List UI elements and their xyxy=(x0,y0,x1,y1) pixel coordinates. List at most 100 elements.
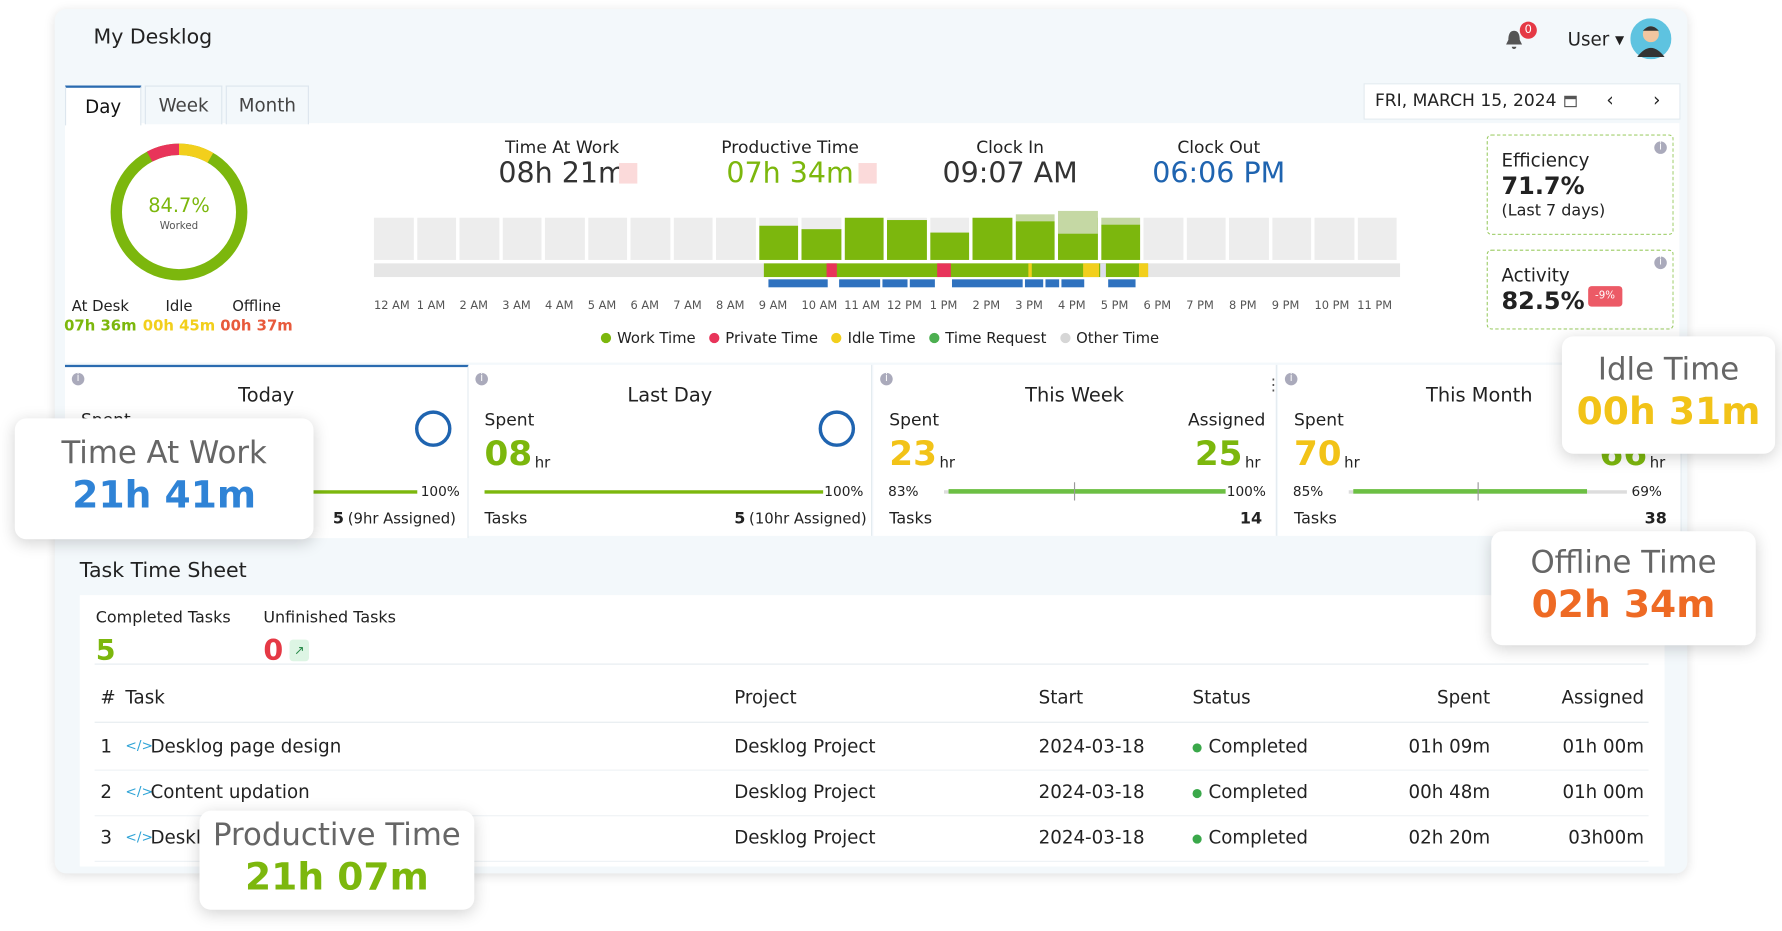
trend-down xyxy=(858,163,877,184)
spent-value: 08 xyxy=(484,434,533,475)
cell: 2 xyxy=(100,780,112,803)
date-text: FRI, MARCH 15, 2024 xyxy=(1374,90,1557,111)
legend-item[interactable]: Time Request xyxy=(929,331,1046,348)
percent-right: 69% xyxy=(1631,483,1662,500)
hour-column xyxy=(1229,217,1269,260)
status-dot xyxy=(1192,788,1202,799)
notification-badge: 0 xyxy=(1519,21,1537,39)
work-bar xyxy=(886,220,927,260)
stat-overlay xyxy=(199,810,475,910)
row-divider xyxy=(94,815,1649,817)
hour-label: 8 AM xyxy=(715,299,745,313)
request-segment xyxy=(951,279,1023,288)
metric-label: Clock In xyxy=(976,136,1045,158)
activity-box: i Activity 82.5% -9% xyxy=(1486,249,1674,330)
stat-card xyxy=(873,364,1277,536)
work-bar xyxy=(929,232,970,260)
hour-label: 6 PM xyxy=(1143,299,1172,313)
tab[interactable]: Month xyxy=(225,85,309,125)
cell: 01h 00m xyxy=(1562,735,1645,758)
legend-label: Time Request xyxy=(945,330,1047,348)
hour-column xyxy=(630,217,670,260)
hour-column xyxy=(1271,217,1312,260)
percent-right: 100% xyxy=(1226,483,1266,500)
legend-item[interactable]: Private Time xyxy=(709,331,818,348)
hour-label: 10 PM xyxy=(1314,299,1350,313)
hour-column xyxy=(1314,217,1354,260)
stat-value: 00h 37m xyxy=(220,318,293,336)
legend-item[interactable]: Other Time xyxy=(1060,331,1159,348)
strip-segment xyxy=(1100,263,1106,278)
stat-label: At Desk xyxy=(71,298,129,316)
overlay-value: 02h 34m xyxy=(1531,581,1716,626)
legend-label: Idle Time xyxy=(847,330,916,348)
timer-icon xyxy=(818,410,856,447)
legend-dot xyxy=(929,332,940,344)
legend-item[interactable]: Idle Time xyxy=(831,330,916,348)
hour-column xyxy=(1143,217,1183,260)
metric-label: Time At Work xyxy=(504,136,620,158)
info-icon[interactable]: i xyxy=(880,372,893,386)
code-icon: </> xyxy=(125,828,153,845)
hour-label: 9 PM xyxy=(1271,299,1300,313)
cell: 1 xyxy=(100,735,112,758)
hour-label: 2 PM xyxy=(972,299,1001,313)
user-name: User xyxy=(1567,28,1610,51)
strip-segment xyxy=(937,263,951,278)
menu-dots[interactable]: ⋮ xyxy=(1265,376,1282,395)
code-icon: </> xyxy=(125,737,153,754)
tasks-count: 5 xyxy=(332,509,345,528)
info-icon[interactable]: i xyxy=(1654,256,1667,270)
spent-unit: hr xyxy=(939,454,955,473)
info-icon[interactable]: i xyxy=(475,372,488,386)
user-menu[interactable]: User ▾ xyxy=(1567,28,1625,51)
next-arrow[interactable]: › xyxy=(1653,88,1661,111)
request-segment xyxy=(1045,279,1060,288)
status-dot xyxy=(1192,834,1202,844)
cell: Desklog Project xyxy=(734,780,876,803)
request-segment xyxy=(1061,279,1085,288)
efficiency-label: Efficiency xyxy=(1501,149,1590,172)
info-icon[interactable]: i xyxy=(1654,141,1667,154)
hour-column xyxy=(1186,217,1226,260)
assigned-unit: hr xyxy=(1244,454,1261,473)
prev-arrow[interactable]: ‹ xyxy=(1606,88,1614,111)
cell: 01h 09m xyxy=(1408,735,1491,758)
date-picker[interactable]: FRI, MARCH 15, 2024 ‹ › xyxy=(1363,83,1681,120)
tasks-count: 38 xyxy=(1644,509,1667,528)
spent-unit: hr xyxy=(1344,454,1360,473)
cell: 2024-03-18 xyxy=(1038,735,1145,758)
tab[interactable]: Week xyxy=(144,85,223,125)
tasks-label: Tasks xyxy=(889,509,933,528)
task-sheet-title: Task Time Sheet xyxy=(79,558,247,583)
code-icon: </> xyxy=(125,783,153,800)
legend-label: Work Time xyxy=(617,330,696,348)
hour-label: 3 AM xyxy=(502,299,531,313)
progress-bar xyxy=(1353,489,1588,494)
assigned-label: Assigned xyxy=(1187,409,1266,430)
strip-segment xyxy=(1138,263,1149,278)
tab[interactable]: Day xyxy=(64,85,142,126)
progress-tick xyxy=(1073,482,1076,501)
spent-label: Spent xyxy=(1294,409,1344,430)
tasks-count: 5 xyxy=(734,509,746,528)
overlay-label: Offline Time xyxy=(1530,544,1717,581)
bell-icon[interactable] xyxy=(1505,30,1523,51)
request-segment xyxy=(768,279,828,288)
hour-label: 5 AM xyxy=(587,299,617,313)
hour-label: 12 AM xyxy=(373,299,410,313)
card-title: Last Day xyxy=(627,384,713,408)
legend: Work Time Private Time Idle Time Time Reque… xyxy=(374,331,1400,348)
work-strip xyxy=(763,263,1149,278)
info-icon[interactable]: i xyxy=(71,372,85,386)
column-header: Spent xyxy=(1437,686,1491,709)
stat-card xyxy=(468,364,873,536)
legend-item[interactable]: Work Time xyxy=(601,330,696,348)
request-segment xyxy=(1024,279,1044,288)
avatar[interactable] xyxy=(1630,18,1672,60)
overlay-value: 21h 41m xyxy=(72,472,257,517)
info-icon[interactable]: i xyxy=(1284,372,1298,386)
hour-label: 4 AM xyxy=(544,299,574,313)
hour-label: 11 AM xyxy=(844,299,881,313)
